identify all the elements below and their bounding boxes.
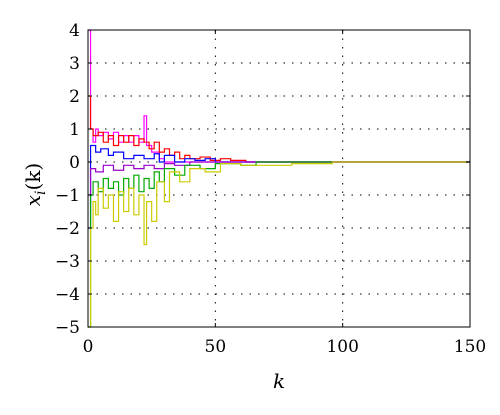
- y-axis-label-sub: i: [33, 190, 49, 194]
- y-tick-label: −3: [55, 252, 80, 272]
- y-tick-label: 3: [69, 54, 80, 74]
- series-line-3: [88, 144, 470, 229]
- x-tick-label: 50: [205, 337, 227, 357]
- y-tick-label: 4: [69, 21, 80, 41]
- series-layer: [88, 29, 470, 328]
- series-line-2: [88, 95, 470, 163]
- y-tick-label: 1: [69, 120, 80, 140]
- series-line-5: [88, 161, 470, 328]
- series-line-6: [88, 161, 470, 328]
- series-line-4: [88, 161, 470, 196]
- x-tick-label: 150: [454, 337, 486, 357]
- x-axis-label: k: [273, 369, 285, 393]
- y-axis-label: xi(k): [21, 163, 49, 207]
- y-tick-label: −5: [55, 318, 80, 338]
- y-tick-label: 0: [69, 153, 80, 173]
- y-tick-label: −1: [55, 186, 80, 206]
- y-tick-label: 2: [69, 87, 80, 107]
- x-tick-label: 0: [83, 337, 94, 357]
- x-tick-label: 100: [326, 337, 358, 357]
- plot-frame: [87, 29, 471, 328]
- y-axis-label-main: x: [21, 195, 45, 206]
- grid-layer: [88, 30, 470, 327]
- tick-layer: −5 −4 −3 −2 −1 0 1 2 3 4 0 50 100 150: [55, 21, 486, 357]
- y-tick-label: −2: [55, 219, 80, 239]
- y-axis-label-tail: (k): [21, 163, 45, 191]
- y-tick-label: −4: [55, 285, 80, 305]
